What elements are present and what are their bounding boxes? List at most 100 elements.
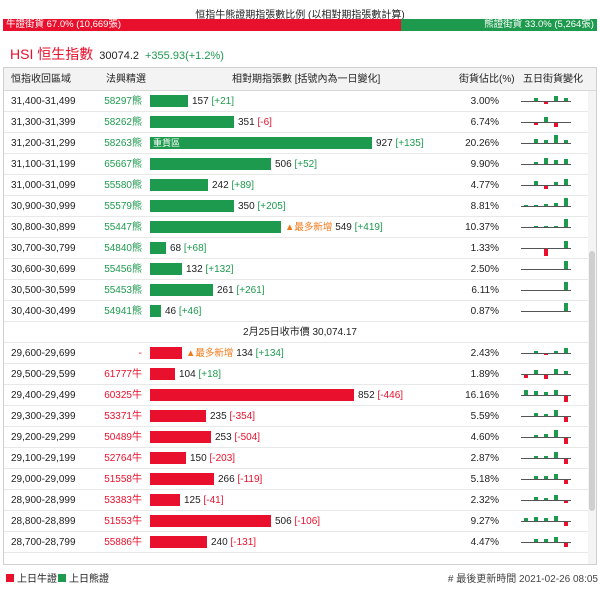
sparkline-bar: [534, 435, 538, 437]
table-row[interactable]: 31,400-31,499 58297熊 157 [+21] 3.00%: [4, 91, 596, 112]
sparkline-bar: [554, 203, 558, 206]
five-day-sparkline: [521, 532, 571, 553]
sparkline-bar: [544, 476, 548, 479]
table-row[interactable]: 30,600-30,699 55456熊 132 [+132] 2.50%: [4, 259, 596, 280]
warrant-code-link[interactable]: 51558牛: [104, 474, 142, 485]
contracts-value: 927: [376, 138, 393, 149]
sparkline-axis: [521, 521, 571, 522]
contracts-label: 132 [+132]: [186, 259, 234, 280]
table-row[interactable]: 29,100-29,199 52764牛 150 [-203] 2.87%: [4, 448, 596, 469]
contracts-value: 852: [358, 390, 375, 401]
contracts-label: 261 [+261]: [217, 280, 265, 301]
table-row[interactable]: 28,800-28,899 51553牛 506 [-106] 9.27%: [4, 511, 596, 532]
warrant-code-link[interactable]: 53371牛: [104, 411, 142, 422]
contracts-label: 157 [+21]: [192, 91, 234, 112]
sparkline-bar: [554, 135, 558, 143]
table-row[interactable]: 29,400-29,499 60325牛 852 [-446] 16.16%: [4, 385, 596, 406]
contracts-bar: [150, 410, 206, 422]
sparkline-bar: [554, 474, 558, 479]
sparkline-bar: [534, 351, 538, 353]
percent-cell: 2.32%: [470, 495, 499, 506]
scrollbar[interactable]: [588, 91, 596, 564]
warrant-code-link[interactable]: 52764牛: [104, 453, 142, 464]
sparkline-bar: [534, 205, 538, 206]
contracts-change: [+132]: [205, 264, 234, 275]
table-row[interactable]: 29,000-29,099 51558牛 266 [-119] 5.18%: [4, 469, 596, 490]
contracts-value: 261: [217, 285, 234, 296]
warrant-code-link[interactable]: 65667熊: [104, 159, 142, 170]
sparkline-bar: [544, 117, 548, 122]
range-cell: 30,600-30,699: [11, 264, 76, 275]
table-row[interactable]: 31,300-31,399 58262熊 351 [-6] 6.74%: [4, 112, 596, 133]
sparkline-bar: [544, 498, 548, 500]
sparkline-axis: [521, 206, 571, 207]
contracts-label: 68 [+68]: [170, 238, 206, 259]
warrant-code-link[interactable]: 55886牛: [104, 537, 142, 548]
percent-cell: 1.33%: [470, 243, 499, 254]
sparkline-bar: [534, 413, 538, 416]
warrant-code-link[interactable]: 51553牛: [104, 516, 142, 527]
sparkline-bar: [554, 430, 558, 437]
five-day-sparkline: [521, 406, 571, 427]
warrant-code-link[interactable]: 55456熊: [104, 264, 142, 275]
sparkline-bar: [554, 96, 558, 101]
sparkline-axis: [521, 353, 571, 354]
sparkline-bar: [564, 219, 568, 227]
index-name[interactable]: HSI 恒生指數: [10, 46, 94, 62]
warrant-code-link[interactable]: 50489牛: [104, 432, 142, 443]
warrant-code-link[interactable]: 54941熊: [104, 306, 142, 317]
percent-cell: 1.89%: [470, 369, 499, 380]
contracts-label: 253 [-504]: [215, 427, 260, 448]
scroll-thumb[interactable]: [589, 251, 595, 511]
sparkline-axis: [521, 416, 571, 417]
table-row[interactable]: 31,000-31,099 55580熊 242 [+89] 4.77%: [4, 175, 596, 196]
contracts-change: [-354]: [229, 411, 256, 422]
percent-cell: 2.87%: [470, 453, 499, 464]
contracts-cell: 240 [-131]: [150, 532, 468, 553]
contracts-label: ▲最多新增 549 [+419]: [285, 217, 383, 238]
warrant-code-link[interactable]: 55580熊: [104, 180, 142, 191]
table-row[interactable]: 30,700-30,799 54840熊 68 [+68] 1.33%: [4, 238, 596, 259]
warrant-code-link[interactable]: 55447熊: [104, 222, 142, 233]
sparkline-axis: [521, 479, 571, 480]
table-row[interactable]: 29,300-29,399 53371牛 235 [-354] 5.59%: [4, 406, 596, 427]
percent-cell: 4.47%: [470, 537, 499, 548]
contracts-change: [+68]: [183, 243, 207, 254]
five-day-chart: [521, 175, 571, 196]
contracts-bar: [150, 347, 182, 359]
table-row[interactable]: 30,900-30,999 55579熊 350 [+205] 8.81%: [4, 196, 596, 217]
table-row[interactable]: 29,500-29,599 61777牛 104 [+18] 1.89%: [4, 364, 596, 385]
table-row[interactable]: 29,600-29,699 - ▲最多新增 134 [+134] 2.43%: [4, 343, 596, 364]
warrant-code-link[interactable]: 58297熊: [104, 96, 142, 107]
five-day-chart: [521, 91, 571, 112]
table-row[interactable]: 30,400-30,499 54941熊 46 [+46] 0.87%: [4, 301, 596, 322]
table-header: 恒指收回區域 法興精選 相對期指張數 [括號內為一日變化] 街貨佔比(%) 五日…: [4, 68, 596, 91]
table-row[interactable]: 28,900-28,999 53383牛 125 [-41] 2.32%: [4, 490, 596, 511]
contracts-label: 506 [-106]: [275, 511, 320, 532]
warrant-code-link[interactable]: 55453熊: [104, 285, 142, 296]
legend-bear-label: 上日熊證: [69, 574, 109, 585]
five-day-sparkline: [521, 154, 571, 175]
most-added-annotation: ▲最多新增: [186, 348, 234, 359]
sparkline-bar: [534, 181, 538, 185]
warrant-code-link[interactable]: 58263熊: [104, 138, 142, 149]
sparkline-bar: [564, 303, 568, 311]
warrant-code-link[interactable]: 60325牛: [104, 390, 142, 401]
warrant-code-link[interactable]: 54840熊: [104, 243, 142, 254]
table-row[interactable]: 31,100-31,199 65667熊 506 [+52] 9.90%: [4, 154, 596, 175]
table-row[interactable]: 30,800-30,899 55447熊 ▲最多新增 549 [+419] 10.37…: [4, 217, 596, 238]
warrant-code-link[interactable]: 61777牛: [104, 369, 142, 380]
chart-title: 恒指牛熊證期指張數比例 (以相對期指張數計算): [195, 10, 405, 21]
table-row[interactable]: 28,700-28,799 55886牛 240 [-131] 4.47%: [4, 532, 596, 553]
sparkline-axis: [521, 311, 571, 312]
table-row[interactable]: 31,200-31,299 58263熊 重貨區 927 [+135] 20.26%: [4, 133, 596, 154]
table-row[interactable]: 30,500-30,599 55453熊 261 [+261] 6.11%: [4, 280, 596, 301]
warrant-code-link[interactable]: 53383牛: [104, 495, 142, 506]
table-body[interactable]: 31,400-31,499 58297熊 157 [+21] 3.00% 31,300-…: [4, 91, 596, 564]
sparkline-bar: [554, 452, 558, 458]
sparkline-bar: [534, 123, 538, 125]
warrant-code-link[interactable]: 58262熊: [104, 117, 142, 128]
percent-cell: 9.90%: [470, 159, 499, 170]
warrant-code-link[interactable]: 55579熊: [104, 201, 142, 212]
table-row[interactable]: 29,200-29,299 50489牛 253 [-504] 4.60%: [4, 427, 596, 448]
